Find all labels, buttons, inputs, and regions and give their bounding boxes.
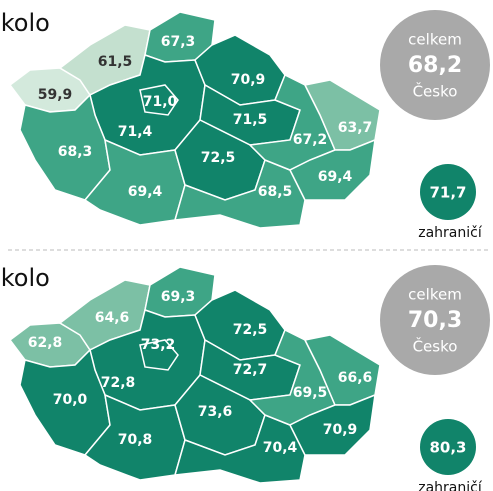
region-label: 72,5: [201, 150, 236, 166]
abroad-label: zahraničí: [418, 225, 483, 241]
abroad-label: zahraničí: [418, 480, 483, 491]
region-label: 71,0: [143, 94, 178, 110]
total-circle: [380, 10, 490, 120]
region-label: 62,8: [28, 335, 63, 351]
total-country: Česko: [413, 82, 458, 101]
region-label: 67,3: [161, 34, 196, 50]
total-value: 68,2: [408, 53, 462, 78]
abroad-circle: [420, 164, 476, 220]
region: [139, 84, 179, 116]
region-label: 72,7: [233, 362, 268, 378]
region: [139, 339, 179, 371]
region-label: 70,0: [53, 392, 88, 408]
total-country: Česko: [413, 337, 458, 356]
region-label: 73,2: [141, 337, 176, 353]
region-label: 70,9: [323, 422, 358, 438]
region-label: 70,4: [263, 440, 298, 456]
region-label: 70,8: [118, 432, 153, 448]
abroad-circle: [420, 419, 476, 475]
region-label: 59,9: [38, 87, 73, 103]
map: 59,9 61,5 67,3 71,0 71,4 70,9 71,5 68,3 69,4 72,5…: [8, 11, 381, 229]
region-label: 63,7: [338, 120, 373, 136]
total-value: 70,3: [408, 308, 462, 333]
map: 62,8 64,6 69,3 73,2 72,8 72,5 72,7 70,0 70,8 73,6…: [8, 266, 381, 484]
region-label: 69,5: [293, 385, 328, 401]
region-label: 66,6: [338, 370, 373, 386]
region-label: 68,5: [258, 184, 293, 200]
region: [288, 138, 376, 201]
total-label: celkem: [408, 31, 462, 49]
region-label: 70,9: [231, 72, 266, 88]
region-label: 73,6: [198, 404, 233, 420]
total-circle: [380, 265, 490, 375]
region-label: 69,3: [161, 289, 196, 305]
region-label: 72,8: [101, 375, 136, 391]
round-title: 2. kolo: [0, 264, 50, 292]
region-label: 64,6: [95, 310, 130, 326]
round-title: 1. kolo: [0, 9, 50, 37]
region-label: 69,4: [128, 184, 163, 200]
region: [288, 393, 376, 456]
total-label: celkem: [408, 286, 462, 304]
region-label: 67,2: [293, 132, 328, 148]
abroad-value: 71,7: [429, 184, 466, 202]
region-label: 69,4: [318, 169, 353, 185]
region-label: 71,4: [118, 124, 153, 140]
region-label: 61,5: [98, 54, 133, 70]
abroad-value: 80,3: [429, 439, 466, 457]
region-label: 71,5: [233, 112, 268, 128]
region-label: 72,5: [233, 322, 268, 338]
region-label: 68,3: [58, 144, 93, 160]
